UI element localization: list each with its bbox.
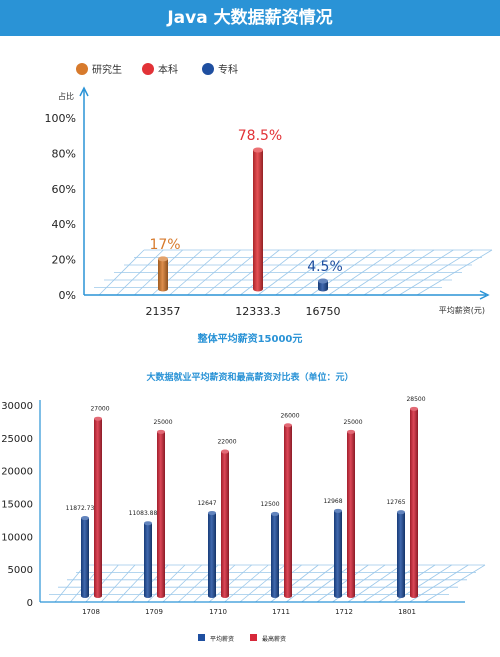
bar-value-label: 28500 xyxy=(406,396,425,403)
chart-salary-comparison: 大数据就业平均薪资和最高薪资对比表（单位：元） 30000 25000 20000 15… xyxy=(1,371,486,643)
y-tick-label: 60% xyxy=(52,183,76,196)
bar-value-label: 25000 xyxy=(153,419,172,426)
legend-label-0: 研究生 xyxy=(92,63,122,76)
bar-0-3 xyxy=(271,511,279,598)
bar-value-label: 11872.73 xyxy=(66,505,95,512)
chart-subtitle: 整体平均薪资15000元 xyxy=(197,332,303,345)
legend-marker-0 xyxy=(76,63,88,75)
bar-0-0 xyxy=(81,516,89,598)
bar-value-label: 25000 xyxy=(343,419,362,426)
x-axis-title: 平均薪资(元) xyxy=(439,305,485,315)
bar-value-label: 22000 xyxy=(217,439,236,446)
bar-1-3 xyxy=(284,423,292,598)
bar-1 xyxy=(253,147,263,292)
y-tick-label: 20% xyxy=(52,254,76,267)
y-tick-label: 30000 xyxy=(1,401,33,412)
y-tick-label: 10000 xyxy=(1,532,33,543)
legend-label-1: 本科 xyxy=(158,63,178,76)
y-tick-label: 20000 xyxy=(1,467,33,478)
bar-1-2 xyxy=(221,449,229,598)
x-tick-label: 1801 xyxy=(398,608,416,616)
bar-0-1 xyxy=(144,521,152,598)
legend-marker-2 xyxy=(202,63,214,75)
y-tick-label: 100% xyxy=(45,112,76,125)
bar-0 xyxy=(158,256,168,292)
bar-value-label: 12500 xyxy=(260,501,279,508)
bar-value-label: 4.5% xyxy=(307,259,343,275)
bar-value-label: 78.5% xyxy=(238,128,282,144)
y-tick-label: 40% xyxy=(52,218,76,231)
bar-0-5 xyxy=(397,510,405,598)
y-axis-title: 占比 xyxy=(58,91,74,101)
floor-grid xyxy=(40,564,486,603)
bar-value-label: 11083.88 xyxy=(129,510,158,517)
bar-value-label: 12968 xyxy=(323,498,342,505)
page-title: Java 大数据薪资情况 xyxy=(0,0,500,36)
y-tick-label: 25000 xyxy=(1,434,33,445)
x-tick-label: 1708 xyxy=(82,608,100,616)
y-tick-label: 80% xyxy=(52,147,76,160)
x-tick-label: 1712 xyxy=(335,608,353,616)
bar-value-label: 12647 xyxy=(197,500,216,507)
bar-1-1 xyxy=(157,429,165,598)
x-tick-label: 1711 xyxy=(272,608,290,616)
x-tick-label: 1709 xyxy=(145,608,163,616)
x-tick-label: 12333.3 xyxy=(235,305,281,318)
bar-value-label: 26000 xyxy=(280,412,299,419)
bar-0-2 xyxy=(208,510,216,598)
bar-value-label: 12765 xyxy=(386,499,405,506)
bar-value-label: 17% xyxy=(149,237,180,253)
x-tick-label: 1710 xyxy=(209,608,227,616)
y-tick-label: 0% xyxy=(59,289,76,302)
legend-marker-1 xyxy=(142,63,154,75)
bar-value-label: 27000 xyxy=(90,406,109,413)
x-tick-label: 21357 xyxy=(146,305,181,318)
x-tick-label: 16750 xyxy=(306,305,341,318)
bar-1-0 xyxy=(94,416,102,598)
legend-marker-1 xyxy=(250,634,257,641)
y-tick-label: 15000 xyxy=(1,500,33,511)
legend-marker-0 xyxy=(198,634,205,641)
x-axis-arrow xyxy=(479,290,490,300)
legend-label-0: 平均薪资 xyxy=(210,635,234,643)
y-tick-label: 0 xyxy=(27,598,33,609)
legend-label-2: 专科 xyxy=(218,63,238,76)
y-axis-arrow xyxy=(79,86,89,97)
y-tick-label: 5000 xyxy=(8,565,33,576)
floor-grid xyxy=(84,249,493,296)
bar-2 xyxy=(318,278,328,292)
bar-1-5 xyxy=(410,406,418,598)
bar-0-4 xyxy=(334,508,342,598)
legend-label-1: 最高薪资 xyxy=(262,635,286,643)
bar-1-4 xyxy=(347,429,355,598)
chart-title: 大数据就业平均薪资和最高薪资对比表（单位：元） xyxy=(146,371,353,383)
